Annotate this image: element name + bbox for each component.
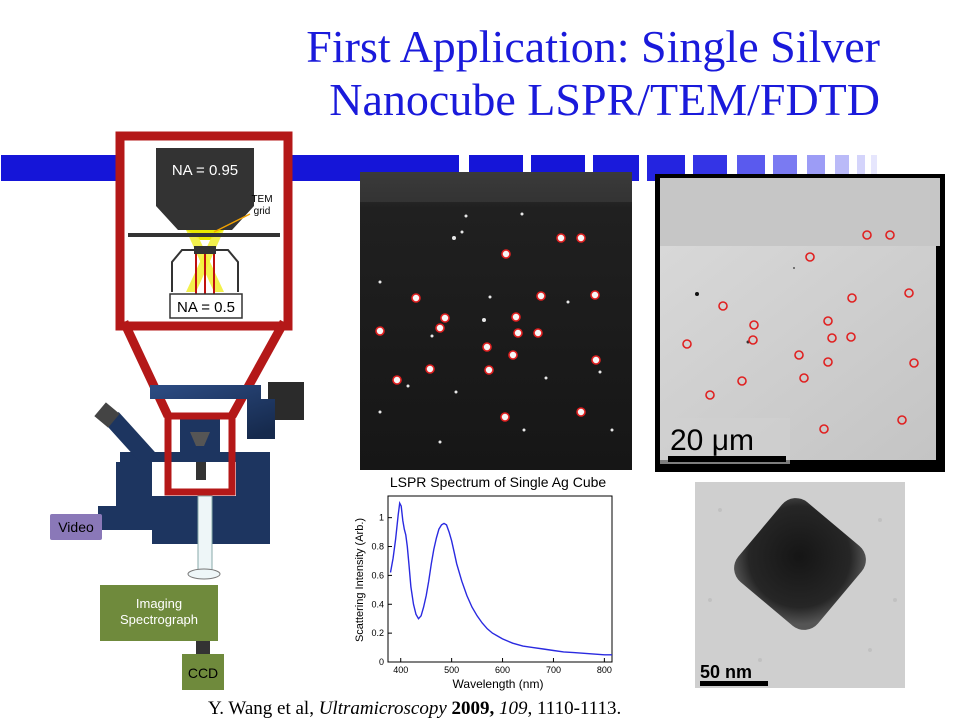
microscope-schematic: Video Imaging Spectrograph CCD bbox=[50, 382, 304, 690]
y-tick-label: 0 bbox=[379, 657, 384, 667]
y-tick-label: 0.2 bbox=[371, 628, 384, 638]
citation: Y. Wang et al, Ultramicroscopy 2009, 109… bbox=[208, 698, 621, 720]
na-objective-label: NA = 0.95 bbox=[172, 162, 238, 179]
video-label: Video bbox=[58, 519, 94, 535]
x-tick-label: 500 bbox=[444, 665, 459, 675]
zoom-frame bbox=[115, 131, 293, 331]
title-line-2: Nanocube LSPR/TEM/FDTD bbox=[329, 74, 880, 125]
darkfield-image bbox=[360, 172, 632, 470]
tem-overview-image: 20 μm bbox=[655, 174, 945, 472]
objective-lens bbox=[156, 148, 254, 230]
hrtem-image: 50 nm bbox=[695, 482, 905, 688]
x-axis: 400 500 600 700 800 bbox=[393, 658, 612, 675]
silver-nanocube bbox=[734, 498, 866, 630]
chart-title: LSPR Spectrum of Single Ag Cube bbox=[390, 474, 607, 490]
darkfield-markers bbox=[375, 233, 601, 422]
citation-authors: Y. Wang et al, bbox=[208, 698, 319, 719]
darkfield-particles bbox=[378, 212, 614, 444]
ccd-box bbox=[182, 654, 224, 690]
spectrograph-box bbox=[100, 585, 218, 641]
y-tick-label: 1 bbox=[379, 513, 384, 523]
plot-area bbox=[387, 495, 613, 663]
x-tick-label: 800 bbox=[597, 665, 612, 675]
y-tick-label: 0.6 bbox=[371, 570, 384, 580]
lspr-spectrum-chart: LSPR Spectrum of Single Ag Cube 00.20.40… bbox=[354, 470, 630, 691]
citation-journal: Ultramicroscopy bbox=[318, 698, 447, 719]
slide-title: First Application: Single Silver Nanocub… bbox=[150, 20, 880, 126]
y-axis-label: Scattering Intensity (Arb.) bbox=[354, 518, 366, 642]
optics-inset: NA = 0.95 TEM grid NA = 0.5 bbox=[122, 138, 286, 324]
title-line-1: First Application: Single Silver bbox=[306, 21, 880, 72]
tem-markers bbox=[682, 230, 919, 434]
zoom-source-frame bbox=[164, 412, 236, 496]
y-tick-label: 0.8 bbox=[371, 542, 384, 552]
citation-year: 2009, bbox=[446, 698, 495, 719]
ccd-label: CCD bbox=[188, 665, 218, 681]
hrtem-scale-bar bbox=[700, 681, 768, 686]
y-axis: 0 0.2 0.4 0.6 0.8 1 bbox=[371, 513, 392, 667]
x-tick-label: 400 bbox=[393, 665, 408, 675]
citation-volume: 109 bbox=[494, 698, 528, 719]
spectrum-series-line bbox=[389, 500, 612, 656]
tem-scale-bar bbox=[668, 456, 786, 462]
hrtem-scale-label: 50 nm bbox=[700, 662, 752, 682]
y-tick-label: 0.4 bbox=[371, 599, 384, 609]
tem-scale-label: 20 μm bbox=[670, 424, 754, 457]
citation-pages: , 1110-1113. bbox=[527, 698, 622, 719]
tem-grid-label: TEM grid bbox=[251, 194, 272, 217]
x-axis-label: Wavelength (nm) bbox=[453, 677, 544, 691]
na-condenser-label: NA = 0.5 bbox=[177, 299, 235, 316]
x-tick-label: 700 bbox=[546, 665, 561, 675]
tem-grid bbox=[128, 233, 280, 237]
video-box bbox=[50, 514, 102, 540]
x-tick-label: 600 bbox=[495, 665, 510, 675]
spectrograph-label: Imaging Spectrograph bbox=[120, 596, 198, 627]
